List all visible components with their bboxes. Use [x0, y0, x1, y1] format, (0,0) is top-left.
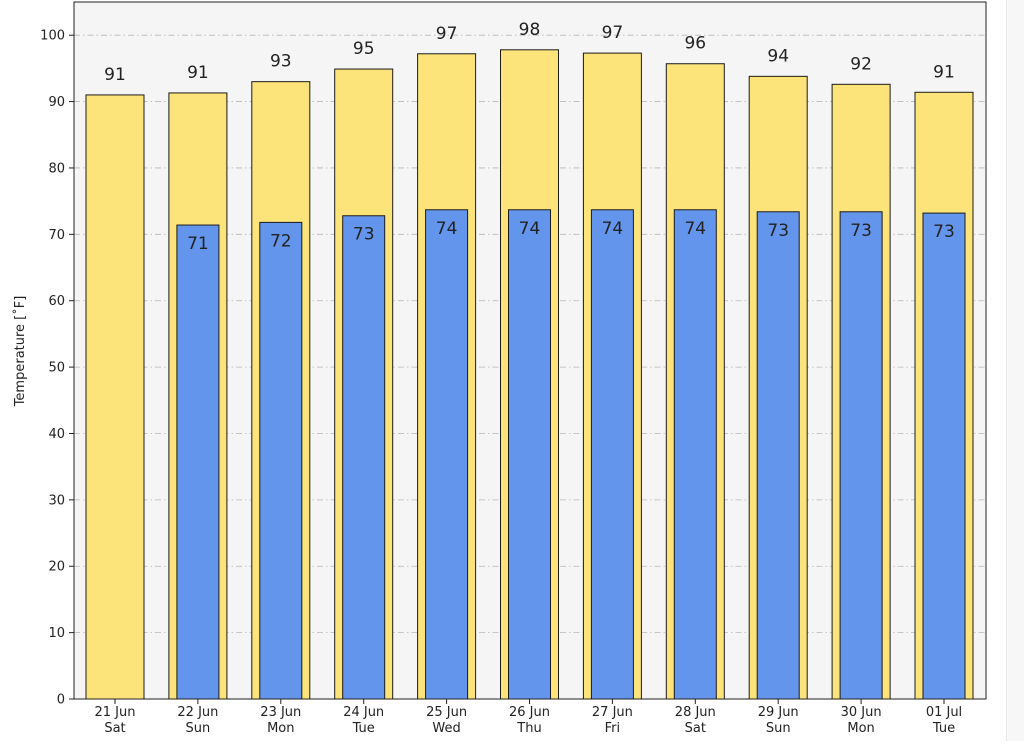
bar-series-1-2 [259, 221, 303, 700]
data-label-series-0-9: 92 [850, 54, 872, 74]
x-tick-label-date: 26 Jun [509, 705, 550, 720]
data-label-series-0-6: 97 [602, 23, 624, 43]
bar-series-1-5 [508, 209, 551, 700]
x-tick-label-date: 21 Jun [95, 705, 136, 720]
x-tick-label-weekday: Wed [432, 721, 460, 736]
x-tick-label-date: 27 Jun [592, 705, 633, 720]
y-tick-label: 20 [48, 560, 65, 575]
x-tick-label-date: 30 Jun [841, 705, 882, 720]
x-tick-label-date: 23 Jun [260, 705, 301, 720]
scrollbar-strip [1006, 0, 1024, 741]
y-tick-label: 60 [48, 294, 65, 309]
y-tick-label: 40 [48, 427, 65, 442]
data-label-series-1-2: 72 [270, 231, 292, 251]
x-tick-label-weekday: Thu [516, 721, 541, 736]
y-axis-label: Temperature [˚F] [12, 296, 28, 408]
data-label-series-1-3: 73 [353, 225, 375, 245]
data-label-series-0-2: 93 [270, 52, 292, 72]
data-label-series-1-8: 73 [767, 221, 789, 241]
data-label-series-0-3: 95 [353, 39, 375, 59]
y-tick-label: 50 [48, 361, 65, 376]
bar-series-1-1 [176, 224, 220, 700]
x-tick-label-date: 25 Jun [426, 705, 467, 720]
x-tick-label-weekday: Sat [685, 721, 706, 736]
x-tick-label-date: 24 Jun [343, 705, 384, 720]
data-label-series-0-4: 97 [436, 24, 458, 44]
y-tick-label: 0 [57, 693, 65, 708]
x-tick-label-weekday: Mon [847, 721, 874, 736]
x-tick-label-date: 22 Jun [177, 705, 218, 720]
data-label-series-1-10: 73 [933, 222, 955, 242]
x-tick-label-weekday: Fri [605, 721, 621, 736]
x-tick-label-weekday: Sun [186, 721, 211, 736]
y-axis: 0 10 20 30 40 50 60 70 80 90 100 [40, 29, 74, 708]
x-tick-label-weekday: Sat [104, 721, 125, 736]
y-tick-label: 80 [48, 161, 65, 176]
bar-series-1-8 [756, 211, 800, 700]
y-tick-label: 90 [48, 95, 65, 110]
data-label-series-0-10: 91 [933, 62, 955, 82]
data-label-series-1-9: 73 [850, 221, 872, 241]
data-label-series-1-1: 71 [187, 234, 209, 254]
y-tick-label: 100 [40, 29, 65, 44]
x-tick-label-weekday: Mon [267, 721, 294, 736]
bar-series-1-4 [425, 209, 469, 700]
x-tick-label-date: 28 Jun [675, 705, 716, 720]
data-labels: 91 91 93 95 97 98 97 96 94 92 91 71 72 73 74 74 74 74 73 73… [104, 20, 955, 254]
bar-series-1-3 [342, 215, 386, 700]
x-tick-label-weekday: Tue [932, 721, 955, 736]
data-label-series-0-1: 91 [187, 63, 209, 83]
data-label-series-0-7: 96 [684, 34, 706, 54]
x-tick-label-weekday: Sun [766, 721, 791, 736]
data-label-series-1-6: 74 [602, 219, 624, 239]
bar-series-1-6 [590, 209, 634, 700]
bar-series-1-10 [922, 212, 966, 700]
data-label-series-0-8: 94 [767, 46, 789, 66]
data-label-series-1-5: 74 [519, 219, 541, 239]
y-tick-label: 70 [48, 228, 65, 243]
data-label-series-1-7: 74 [684, 219, 706, 239]
bar-series-1-7 [673, 209, 717, 700]
x-tick-label-weekday: Tue [352, 721, 375, 736]
data-label-series-1-4: 74 [436, 219, 458, 239]
x-tick-label-date: 29 Jun [758, 705, 799, 720]
bars [85, 49, 974, 700]
data-label-series-0-5: 98 [519, 20, 541, 40]
y-tick-label: 30 [48, 493, 65, 508]
y-tick-label: 10 [48, 626, 65, 641]
plot-frame [73, 1, 987, 700]
bar-series-1-9 [839, 211, 883, 700]
bar-series-0-0 [85, 94, 145, 700]
x-tick-label-date: 01 Jul [926, 705, 962, 720]
data-label-series-0-0: 91 [104, 65, 126, 85]
